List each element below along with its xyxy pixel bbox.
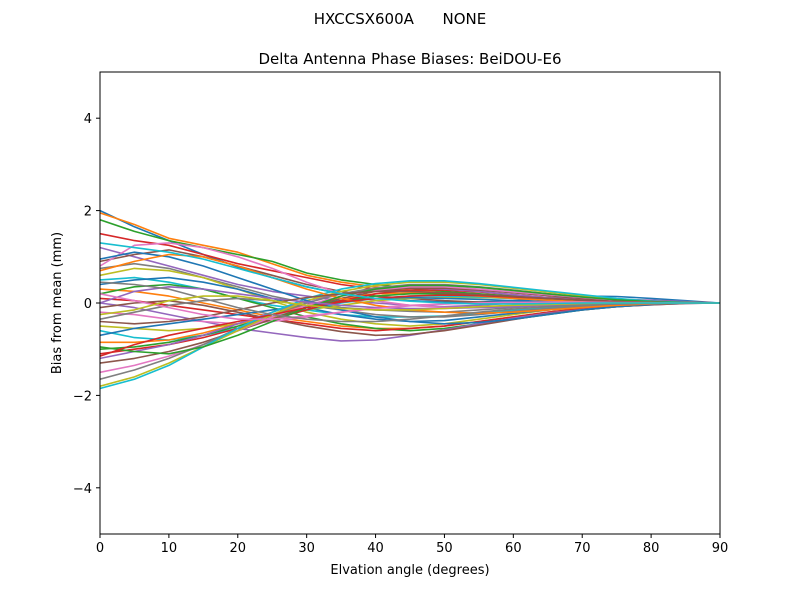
x-tick-label: 60 (505, 541, 522, 556)
figure-suptitle: HXCCSX600A NONE (314, 10, 486, 28)
series-line-31 (100, 251, 720, 325)
y-tick-label: 0 (84, 297, 92, 312)
series-line-38 (100, 281, 720, 323)
series-layer (100, 209, 720, 390)
x-tick-label: 50 (436, 541, 453, 556)
y-tick-label: −4 (73, 482, 92, 497)
y-axis-label: Bias from mean (mm) (50, 232, 65, 374)
y-tick-label: −2 (73, 389, 92, 404)
series-line-36 (100, 290, 720, 325)
x-tick-label: 40 (367, 541, 384, 556)
x-tick-label: 90 (712, 541, 729, 556)
y-tick-label: 2 (84, 205, 92, 220)
series-line-33 (100, 284, 720, 355)
series-line-40 (100, 242, 720, 305)
x-tick-label: 0 (96, 541, 104, 556)
x-axis: 0 10 20 30 40 50 60 70 80 90 (96, 534, 728, 556)
x-tick-label: 70 (574, 541, 591, 556)
x-tick-label: 30 (298, 541, 315, 556)
y-axis: −4 −2 0 2 4 (73, 112, 100, 497)
x-axis-label: Elvation angle (degrees) (330, 563, 489, 578)
x-tick-label: 80 (643, 541, 660, 556)
x-tick-label: 20 (230, 541, 247, 556)
y-tick-label: 4 (84, 112, 92, 127)
chart-title: Delta Antenna Phase Biases: BeiDOU-E6 (259, 50, 562, 68)
x-tick-label: 10 (161, 541, 178, 556)
